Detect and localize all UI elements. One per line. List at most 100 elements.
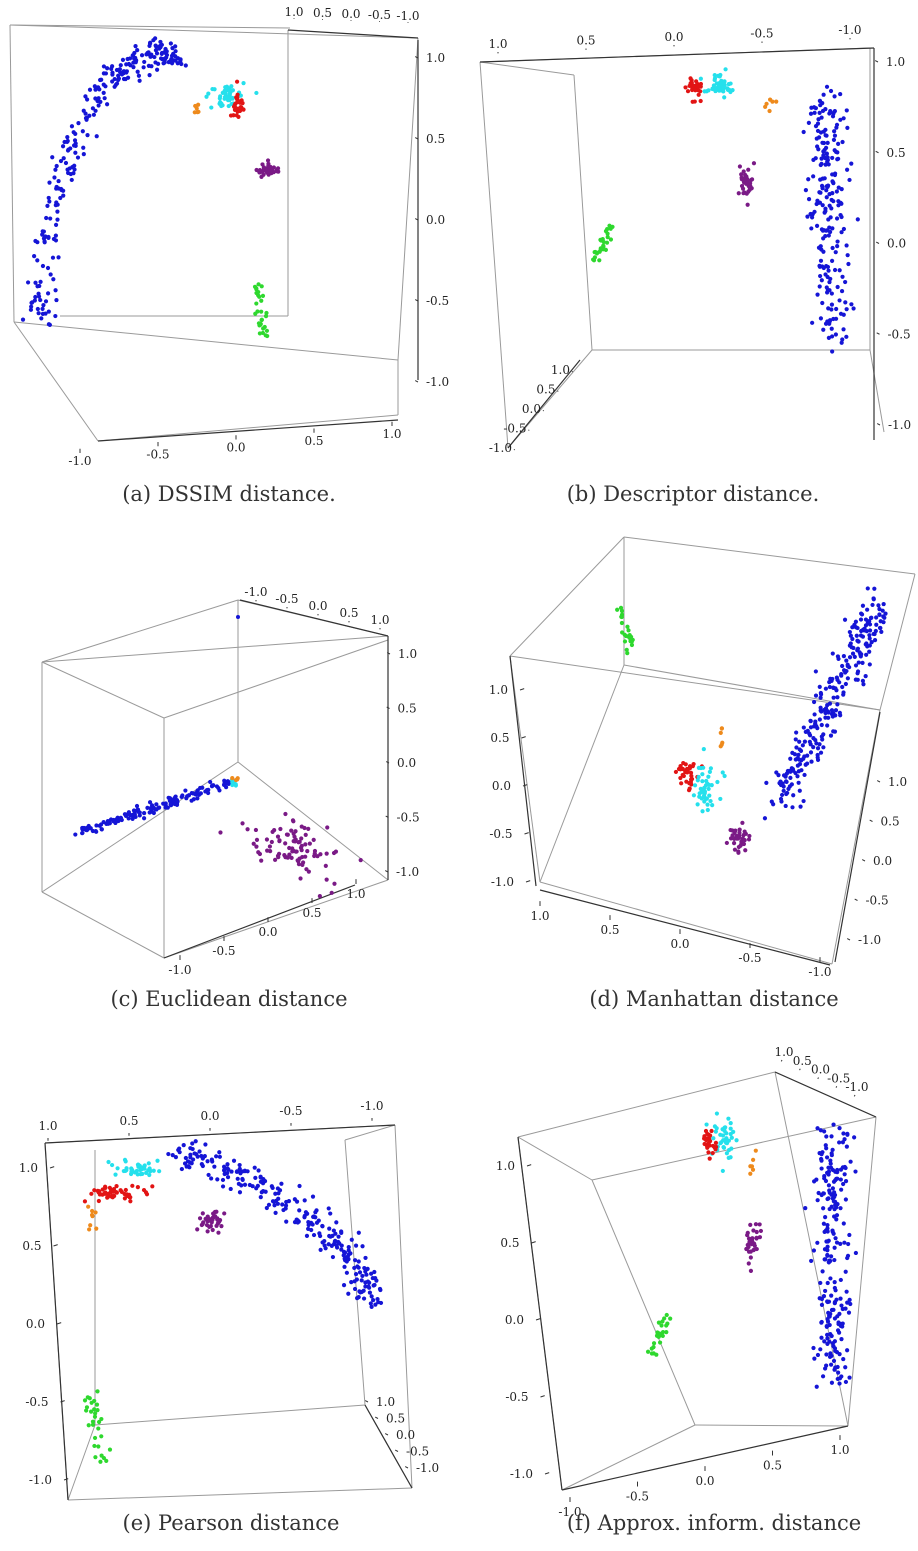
point-red — [232, 102, 237, 107]
point-blue — [352, 1258, 358, 1263]
point-blue — [840, 139, 845, 145]
point-blue — [169, 53, 175, 58]
point-blue — [154, 802, 159, 807]
point-blue — [829, 1333, 834, 1339]
axis-line — [44, 1124, 396, 1144]
point-cyan — [115, 1166, 120, 1171]
point-blue — [858, 617, 864, 622]
point-purple — [210, 1217, 215, 1223]
point-blue — [824, 84, 830, 89]
point-blue — [817, 263, 822, 269]
point-blue — [239, 1183, 244, 1188]
point-purple — [751, 1228, 756, 1233]
axis-line — [517, 1136, 563, 1491]
point-blue — [97, 87, 102, 92]
point-green — [94, 1402, 100, 1407]
point-blue — [815, 1240, 820, 1245]
point-blue — [811, 157, 816, 162]
point-blue — [797, 757, 802, 762]
box-edge — [67, 1487, 413, 1501]
point-blue — [200, 1156, 205, 1161]
point-purple — [724, 840, 729, 846]
point-blue — [833, 1178, 838, 1183]
point-blue — [359, 1278, 364, 1283]
point-green — [107, 1447, 113, 1452]
point-purple — [260, 162, 265, 167]
point-purple — [737, 827, 742, 832]
point-blue — [834, 1240, 840, 1245]
point-red — [710, 1150, 715, 1156]
point-blue — [103, 71, 109, 76]
point-blue — [179, 1166, 184, 1172]
point-blue — [825, 1239, 831, 1244]
point-purple — [256, 850, 261, 855]
tick-label: 0.0 — [426, 213, 445, 227]
tick-mark — [854, 898, 858, 901]
point-blue — [826, 217, 831, 222]
point-blue — [123, 813, 129, 819]
box-edge — [831, 709, 881, 965]
point-blue — [813, 737, 818, 743]
point-green — [256, 282, 261, 287]
point-blue — [334, 1220, 339, 1225]
box-edge — [13, 321, 99, 442]
box-edge — [539, 881, 833, 965]
point-purple — [207, 1217, 212, 1222]
point-blue — [310, 1194, 316, 1199]
point-blue — [829, 1254, 834, 1259]
point-blue — [833, 332, 838, 337]
point-blue — [184, 796, 189, 801]
point-blue — [183, 788, 188, 793]
tick-mark — [528, 429, 530, 431]
point-blue — [830, 714, 835, 719]
point-cyan — [705, 807, 710, 813]
point-cyan — [113, 1172, 118, 1177]
point-blue — [56, 178, 61, 184]
axis-line — [97, 419, 399, 442]
point-blue — [825, 159, 830, 164]
point-blue — [881, 601, 886, 607]
point-blue — [302, 1198, 307, 1203]
point-blue — [844, 1144, 849, 1149]
point-blue — [365, 1279, 371, 1284]
point-red — [713, 1140, 719, 1145]
tick-label: 0.5 — [22, 1239, 41, 1253]
tick-label: -1.0 — [888, 418, 911, 432]
point-blue — [830, 1167, 836, 1173]
point-blue — [124, 62, 129, 67]
caption-c: (c) Euclidean distance — [110, 987, 347, 1011]
point-blue — [97, 823, 102, 828]
point-blue — [352, 1265, 357, 1271]
point-blue — [831, 729, 836, 734]
point-blue — [859, 628, 864, 634]
point-green — [664, 1330, 669, 1335]
point-green — [256, 293, 261, 298]
point-green — [84, 1408, 89, 1413]
point-blue — [183, 63, 188, 68]
point-blue — [821, 228, 827, 233]
box-edge — [41, 661, 165, 719]
point-purple — [746, 189, 751, 194]
point-purple — [282, 852, 287, 858]
point-blue — [833, 1288, 838, 1293]
point-blue — [816, 245, 822, 250]
axis-line — [239, 599, 389, 637]
point-blue — [836, 203, 841, 208]
point-red — [688, 76, 693, 81]
point-green — [626, 628, 631, 633]
point-blue — [830, 190, 835, 196]
point-blue — [370, 1275, 375, 1281]
tick-label: -1.0 — [845, 1080, 868, 1094]
point-red — [683, 769, 688, 775]
tick-label: 1.0 — [376, 1395, 395, 1409]
point-blue — [840, 274, 845, 279]
point-blue — [847, 655, 853, 660]
point-blue — [87, 113, 92, 118]
point-red — [144, 1192, 150, 1197]
point-blue — [814, 201, 819, 207]
point-blue — [828, 1161, 833, 1166]
point-purple — [757, 1235, 763, 1240]
point-blue — [362, 1265, 367, 1271]
point-green — [85, 1395, 90, 1400]
point-green — [259, 309, 264, 314]
